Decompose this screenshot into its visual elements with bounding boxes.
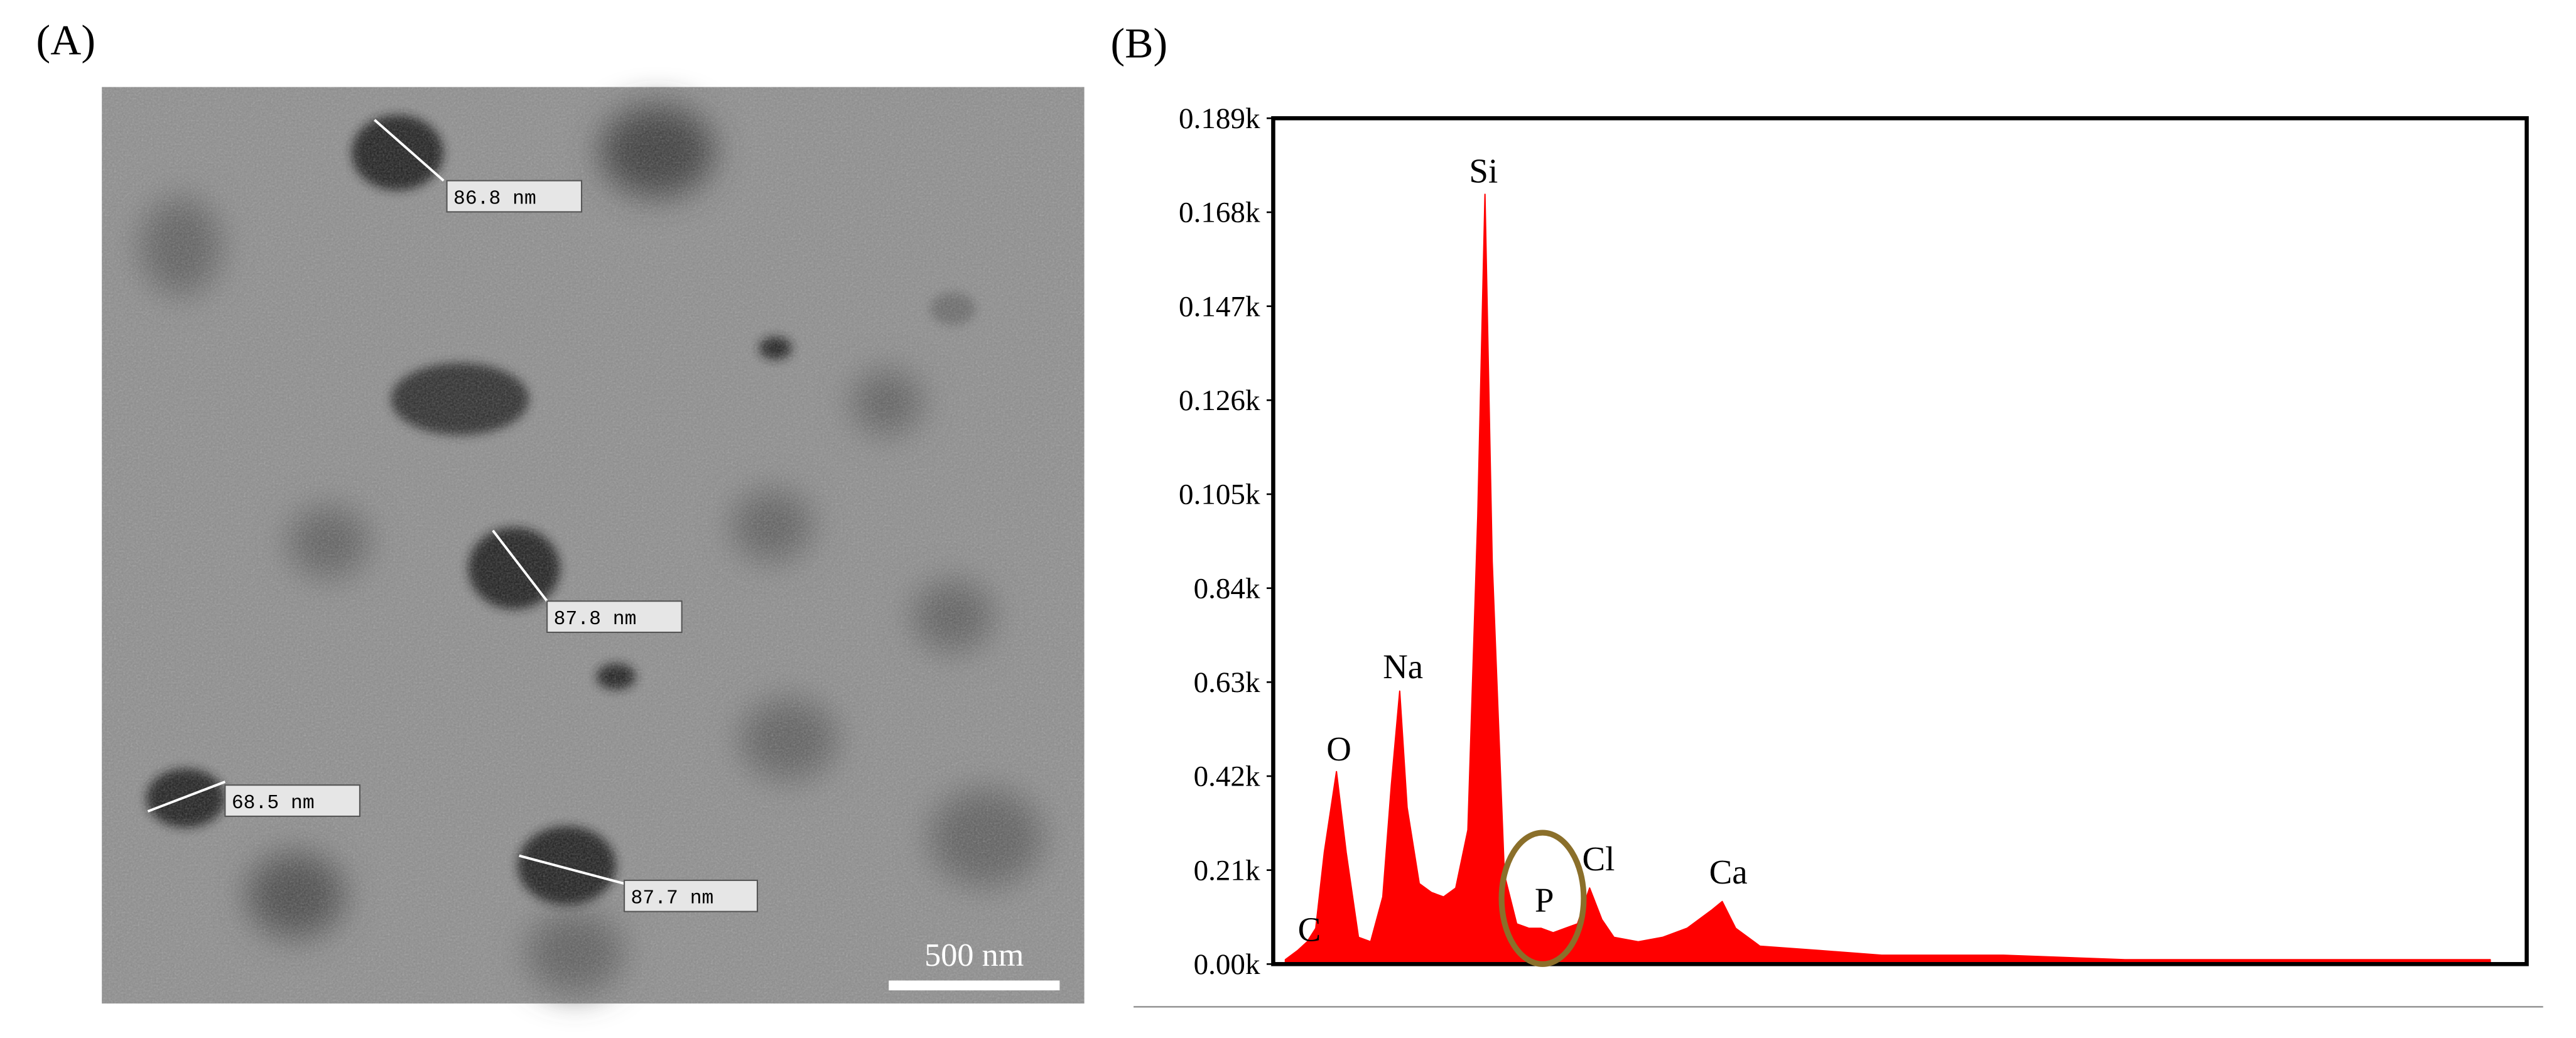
measurement-label: 68.5 nm — [232, 792, 315, 814]
panel-label: (A) — [36, 16, 95, 63]
y-tick-label: 0.42k — [1194, 760, 1260, 793]
element-label: P — [1535, 881, 1554, 919]
highlight-ellipse — [1498, 830, 1587, 967]
measurement-label: 87.7 nm — [631, 888, 714, 910]
element-label: O — [1326, 730, 1351, 768]
y-tick-label: 0.189k — [1179, 102, 1260, 135]
y-tick-label: 0.126k — [1179, 384, 1260, 417]
spectrum-area — [1284, 193, 2491, 965]
element-label: Ca — [1709, 853, 1748, 891]
y-tick-label: 0.168k — [1179, 197, 1260, 229]
measurement-label: 87.8 nm — [554, 608, 637, 630]
y-tick-label: 0.84k — [1194, 572, 1260, 605]
y-tick-label: 0.21k — [1194, 854, 1260, 887]
element-label: Si — [1469, 151, 1498, 190]
panel-label: (B) — [1110, 19, 1167, 67]
measurement-label: 86.8 nm — [453, 188, 536, 210]
y-tick-label: 0.63k — [1194, 666, 1260, 699]
y-tick-label: 0.00k — [1194, 948, 1260, 981]
element-label: C — [1298, 911, 1321, 949]
spectrum-plot: 0.00k 0.21k 0.42k 0.63k 0.84k 0.105k 0.126k 0.1… — [1179, 102, 2529, 981]
y-tick-label: 0.105k — [1179, 478, 1260, 511]
micrograph: 86.8 nm 87.8 nm 68.5 nm 87.7 nm 500 nm — [102, 87, 1085, 1004]
element-label: Cl — [1582, 840, 1615, 878]
plot-frame — [1271, 116, 2529, 966]
element-label: Na — [1383, 647, 1423, 686]
scale-bar-label: 500 nm — [924, 937, 1024, 973]
y-tick-label: 0.147k — [1179, 290, 1260, 323]
